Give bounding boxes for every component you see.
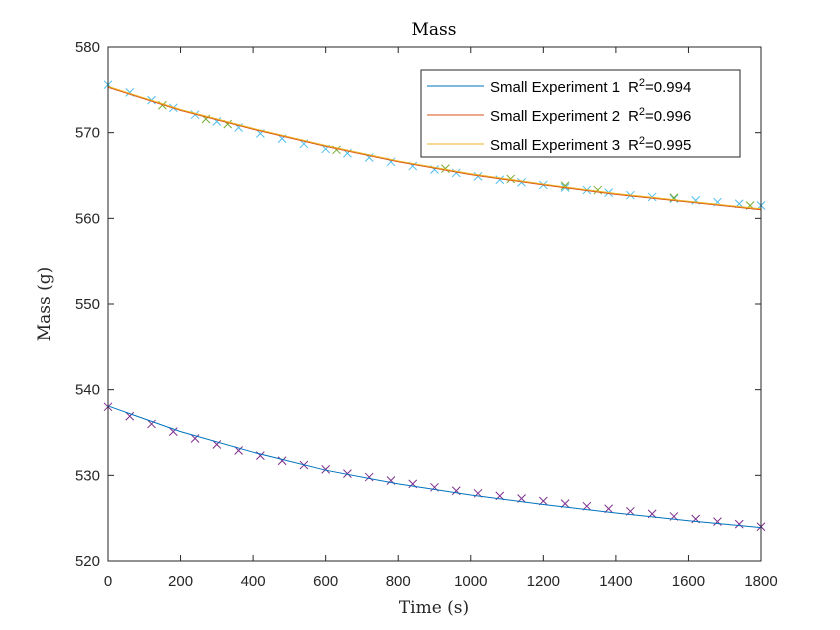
legend-series-name: Small Experiment 1 (490, 79, 620, 96)
y-tick-label: 530 (75, 467, 100, 484)
x-tick-label: 1800 (744, 573, 777, 590)
y-axis-ticks: 520 530 540 550 560 570 580 (75, 39, 761, 570)
legend-r2-superscript: 2 (639, 106, 645, 118)
legend-r2-value: =0.996 (645, 108, 691, 125)
data-point-marker (713, 517, 722, 526)
legend-r2-label: R (628, 79, 639, 96)
legend-entry: Small Experiment 1 R2=0.994 (490, 77, 691, 96)
legend-entry: Small Experiment 3 R2=0.995 (490, 135, 691, 154)
data-point-marker (734, 519, 744, 529)
y-tick-label: 560 (75, 210, 100, 227)
y-tick-label: 580 (75, 39, 100, 56)
data-point-marker (364, 472, 374, 482)
y-axis-label: Mass (g) (35, 267, 55, 342)
x-tick-label: 600 (313, 573, 338, 590)
legend-series-name: Small Experiment 3 (490, 137, 620, 154)
data-point-marker (147, 419, 156, 429)
x-tick-label: 400 (241, 573, 266, 590)
data-point-marker (212, 440, 222, 449)
y-tick-label: 570 (75, 125, 100, 142)
data-point-marker (506, 174, 516, 184)
y-tick-label: 540 (75, 382, 100, 399)
chart-title: Mass (412, 20, 457, 40)
legend-r2-value: =0.994 (645, 79, 691, 96)
data-point-marker (190, 434, 200, 443)
data-point-marker (125, 411, 135, 421)
data-point-marker (321, 464, 331, 474)
x-tick-label: 200 (168, 573, 193, 590)
data-point-marker (441, 164, 450, 174)
x-tick-label: 1400 (599, 573, 632, 590)
x-axis-ticks: 0 200 400 600 800 1000 1200 1400 1600 1800 (104, 47, 778, 590)
data-point-marker (517, 177, 526, 187)
legend-r2-label: R (628, 137, 639, 154)
data-point-marker (277, 456, 287, 466)
legend-r2-value: =0.995 (645, 137, 691, 154)
data-point-marker (473, 172, 483, 181)
x-tick-label: 1000 (454, 573, 487, 590)
y-tick-label: 520 (75, 553, 100, 570)
legend-r2-label: R (628, 108, 639, 125)
legend-series-name: Small Experiment 2 (490, 108, 620, 125)
fit-line-1 (107, 405, 762, 529)
plot-area (103, 80, 766, 532)
legend-box (420, 69, 741, 158)
legend-r2-superscript: 2 (639, 135, 645, 147)
data-point-marker (343, 469, 352, 478)
fit-line-2 (107, 86, 762, 211)
x-tick-label: 800 (386, 573, 411, 590)
legend-entry: Small Experiment 2 R2=0.996 (490, 106, 691, 125)
x-tick-label: 1600 (672, 573, 705, 590)
x-tick-label: 1200 (527, 573, 560, 590)
legend-r2-superscript: 2 (639, 77, 645, 89)
x-tick-label: 0 (104, 573, 112, 590)
y-tick-label: 550 (75, 296, 100, 313)
axes-box (107, 46, 762, 562)
fit-line-3 (107, 85, 762, 210)
x-axis-label: Time (s) (399, 598, 469, 618)
data-point-marker (168, 427, 178, 436)
